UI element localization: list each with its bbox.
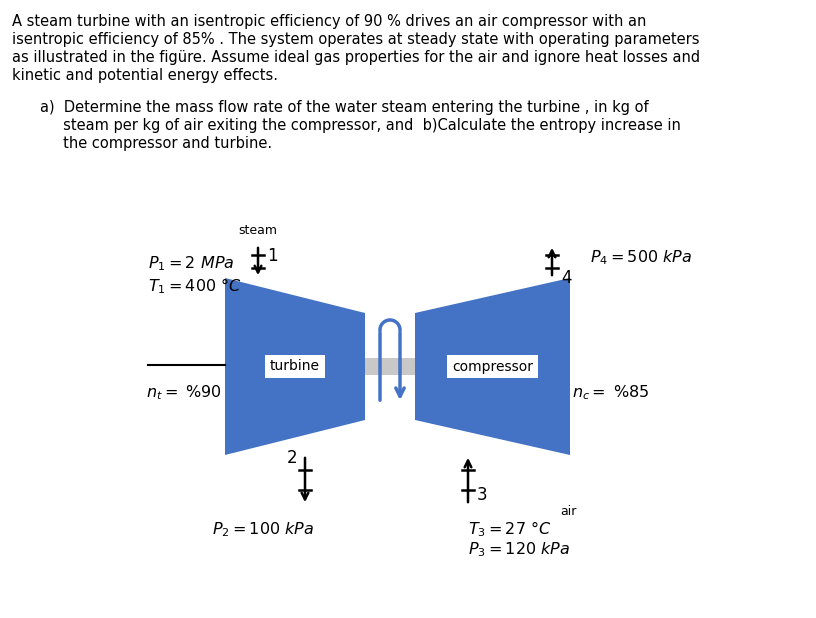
Text: steam per kg of air exiting the compressor, and  b)Calculate the entropy increas: steam per kg of air exiting the compress…	[40, 118, 681, 133]
Text: A steam turbine with an isentropic efficiency of 90 % drives an air compressor w: A steam turbine with an isentropic effic…	[12, 14, 646, 29]
Text: 4: 4	[561, 269, 571, 287]
Text: 3: 3	[477, 486, 488, 504]
Text: $n_t = \ \%90$: $n_t = \ \%90$	[146, 383, 222, 402]
Text: a)  Determine the mass flow rate of the water steam entering the turbine , in kg: a) Determine the mass flow rate of the w…	[40, 100, 649, 115]
Polygon shape	[225, 278, 365, 455]
Text: $P_2 = 100\ kPa$: $P_2 = 100\ kPa$	[212, 520, 314, 539]
Text: turbine: turbine	[270, 360, 320, 373]
Text: 2: 2	[287, 449, 298, 467]
Text: $n_c = \ \%85$: $n_c = \ \%85$	[572, 383, 650, 402]
Text: kinetic and potential energy effects.: kinetic and potential energy effects.	[12, 68, 278, 83]
Text: $P_4 = 500\ kPa$: $P_4 = 500\ kPa$	[590, 248, 692, 267]
Polygon shape	[415, 278, 570, 455]
Text: air: air	[560, 505, 576, 518]
Text: $T_1 = 400\ °C$: $T_1 = 400\ °C$	[148, 276, 242, 295]
Text: isentropic efficiency of 85% . The system operates at steady state with operatin: isentropic efficiency of 85% . The syste…	[12, 32, 699, 47]
Text: steam: steam	[238, 224, 277, 237]
Text: as illustrated in the figüre. Assume ideal gas properties for the air and ignore: as illustrated in the figüre. Assume ide…	[12, 50, 700, 65]
Text: compressor: compressor	[452, 360, 533, 373]
Text: $P_1 = 2\ MPa$: $P_1 = 2\ MPa$	[148, 254, 234, 273]
Text: $P_3 = 120\ kPa$: $P_3 = 120\ kPa$	[468, 540, 570, 559]
Bar	[365, 358, 415, 375]
Text: $T_3 = 27\ °C$: $T_3 = 27\ °C$	[468, 519, 552, 539]
Text: the compressor and turbine.: the compressor and turbine.	[40, 136, 272, 151]
Text: 1: 1	[267, 247, 277, 265]
